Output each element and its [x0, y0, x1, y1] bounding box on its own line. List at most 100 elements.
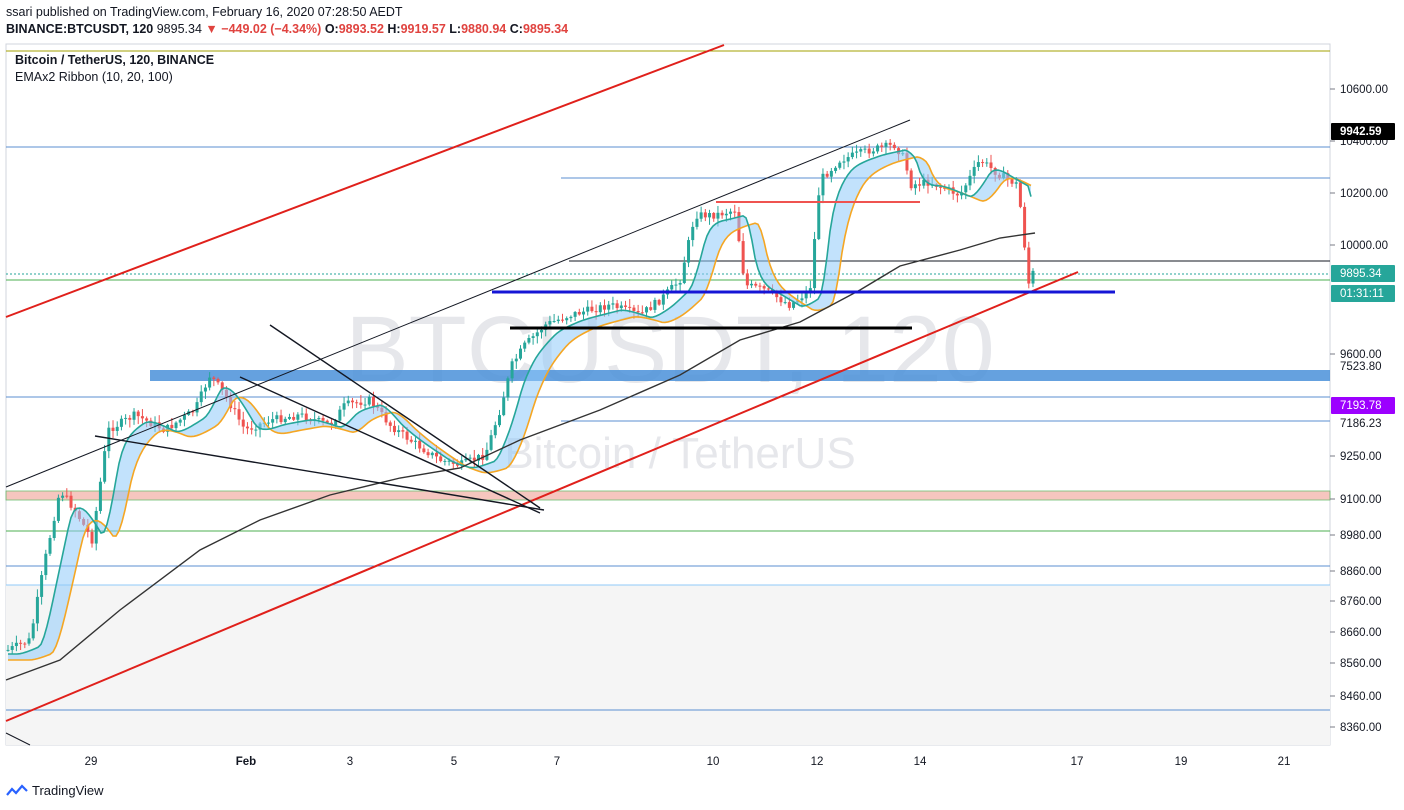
candle-body — [834, 167, 838, 171]
price-tick-label: 10600.00 — [1340, 84, 1388, 96]
symbol-label: BINANCE:BTCUSDT, 120 — [6, 22, 154, 36]
low-value: 9880.94 — [461, 22, 507, 36]
candle-body — [245, 426, 249, 429]
candle-body — [338, 409, 342, 421]
candle-body — [1018, 182, 1022, 207]
candle-body — [729, 211, 733, 214]
time-tick-label: 21 — [1278, 756, 1291, 768]
candle-body — [497, 415, 501, 426]
candle-body — [489, 435, 493, 450]
candle-body — [787, 302, 791, 308]
candle-body — [552, 321, 556, 323]
price-badge-bg — [1331, 285, 1395, 302]
time-tick-label: 7 — [554, 756, 560, 768]
candle-body — [69, 495, 73, 508]
candle-body — [430, 452, 434, 456]
candle-body — [519, 348, 522, 359]
price-badge-bg — [1331, 358, 1395, 375]
candle-body — [535, 332, 539, 337]
candle-body — [300, 413, 304, 415]
candle-body — [859, 149, 863, 152]
candle-body — [964, 185, 968, 193]
price-tick-label: 8760.00 — [1340, 596, 1382, 608]
candle-body — [527, 337, 531, 343]
candle-body — [266, 422, 270, 424]
candle-body — [283, 418, 287, 423]
time-tick-label: 12 — [811, 756, 824, 768]
candle-body — [645, 307, 649, 313]
candle-body — [107, 427, 111, 452]
change-text: −449.02 (−4.34%) — [221, 22, 322, 36]
candle-body — [514, 358, 518, 362]
candle-body — [86, 524, 90, 532]
candle-body — [304, 413, 308, 421]
candle-body — [434, 452, 438, 457]
candle-body — [703, 212, 707, 218]
candle-body — [325, 420, 329, 423]
candle-body — [590, 306, 594, 312]
time-tick-label: 17 — [1071, 756, 1084, 768]
price-badge-label: 7186.23 — [1340, 418, 1382, 430]
candle-body — [867, 148, 871, 154]
candle-body — [619, 305, 623, 309]
candle-body — [607, 304, 611, 310]
candle-body — [510, 361, 514, 379]
candle-body — [111, 427, 115, 431]
candle-body — [287, 416, 291, 419]
candle-body — [720, 212, 724, 216]
rising-trendline — [5, 119, 911, 488]
price-tick-label: 8980.00 — [1340, 530, 1382, 542]
ema-10-line — [8, 149, 1032, 655]
candle-body — [1014, 182, 1018, 184]
tradingview-brand[interactable]: TradingView — [6, 783, 104, 798]
candle-body — [611, 303, 615, 305]
time-tick-label: 3 — [347, 756, 353, 768]
candle-body — [119, 418, 123, 427]
candle-body — [909, 170, 913, 189]
time-tick-label: 5 — [451, 756, 457, 768]
time-tick-label: 29 — [85, 756, 98, 768]
time-tick-label: Feb — [236, 756, 256, 768]
candle-body — [413, 440, 417, 442]
price-badge-bg — [1331, 397, 1395, 414]
candle-body — [758, 285, 762, 287]
candle-body — [31, 623, 35, 639]
candle-body — [661, 294, 665, 305]
price-badge-label: 7523.80 — [1340, 361, 1382, 373]
candle-body — [615, 303, 619, 309]
wedge-line-3 — [94, 435, 545, 511]
candle-body — [23, 643, 27, 645]
candle-body — [401, 430, 405, 432]
candle-body — [922, 179, 926, 186]
ema-100-line — [5, 232, 1036, 681]
brand-label: TradingView — [32, 783, 104, 798]
close-label: C: — [509, 22, 523, 36]
candle-body — [603, 305, 607, 310]
price-badge-label: 9895.34 — [1340, 268, 1382, 280]
candle-body — [754, 283, 758, 286]
candle-body — [548, 321, 552, 325]
candle-body — [762, 286, 766, 289]
change-value: ▼ — [205, 22, 222, 36]
publish-info: ssari published on TradingView.com, Febr… — [6, 5, 403, 19]
candle-body — [418, 440, 422, 449]
candle-body — [561, 319, 565, 321]
candle-body — [955, 193, 959, 196]
high-label: H: — [387, 22, 401, 36]
last-price: 9895.34 — [156, 22, 202, 36]
candle-body — [863, 148, 867, 150]
candle-body — [439, 456, 443, 462]
candle-body — [741, 241, 745, 274]
candle-body — [808, 288, 812, 292]
candle-body — [182, 414, 186, 420]
candle-body — [61, 495, 65, 498]
price-tick-label: 8660.00 — [1340, 627, 1382, 639]
tradingview-logo-icon — [6, 783, 28, 796]
price-badge-bg — [1331, 265, 1395, 282]
candle-body — [636, 310, 640, 313]
candle-body — [825, 173, 829, 177]
candle-body — [1031, 270, 1035, 284]
candle-body — [468, 457, 472, 459]
candle-body — [292, 416, 296, 420]
